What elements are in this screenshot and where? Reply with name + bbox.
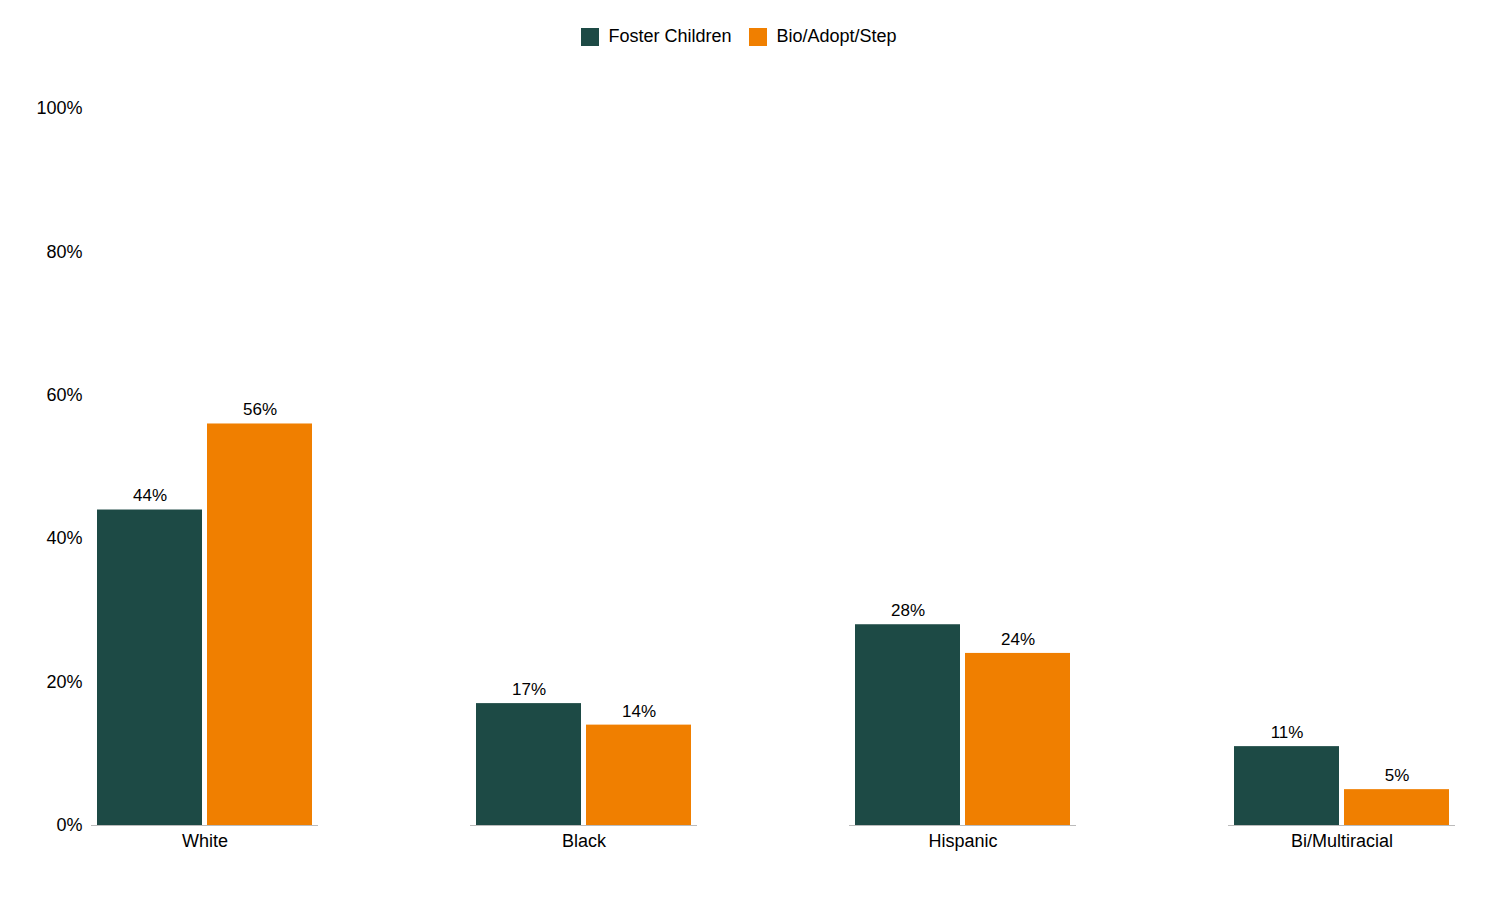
svg-text:24%: 24% <box>1001 630 1035 649</box>
svg-text:40%: 40% <box>46 528 82 548</box>
svg-text:28%: 28% <box>891 601 925 620</box>
svg-text:Hispanic: Hispanic <box>928 831 997 851</box>
svg-text:White: White <box>182 831 228 851</box>
svg-text:11%: 11% <box>1271 723 1304 742</box>
svg-text:5%: 5% <box>1385 766 1410 785</box>
svg-text:Black: Black <box>562 831 607 851</box>
svg-text:80%: 80% <box>46 242 82 262</box>
svg-text:100%: 100% <box>36 98 82 118</box>
svg-text:20%: 20% <box>46 672 82 692</box>
html-text:Bio/Adopt/Step: Bio/Adopt/Step <box>776 26 897 46</box>
svg-text:Bi/Multiracial: Bi/Multiracial <box>1291 831 1393 851</box>
svg-text:56%: 56% <box>243 400 277 419</box>
svg-text:14%: 14% <box>622 702 656 721</box>
svg-text:17%: 17% <box>512 680 546 699</box>
svg-text:0%: 0% <box>56 815 82 835</box>
svg-text:60%: 60% <box>46 385 82 405</box>
html-text:Foster Children: Foster Children <box>608 26 732 46</box>
svg-text:44%: 44% <box>133 486 167 505</box>
